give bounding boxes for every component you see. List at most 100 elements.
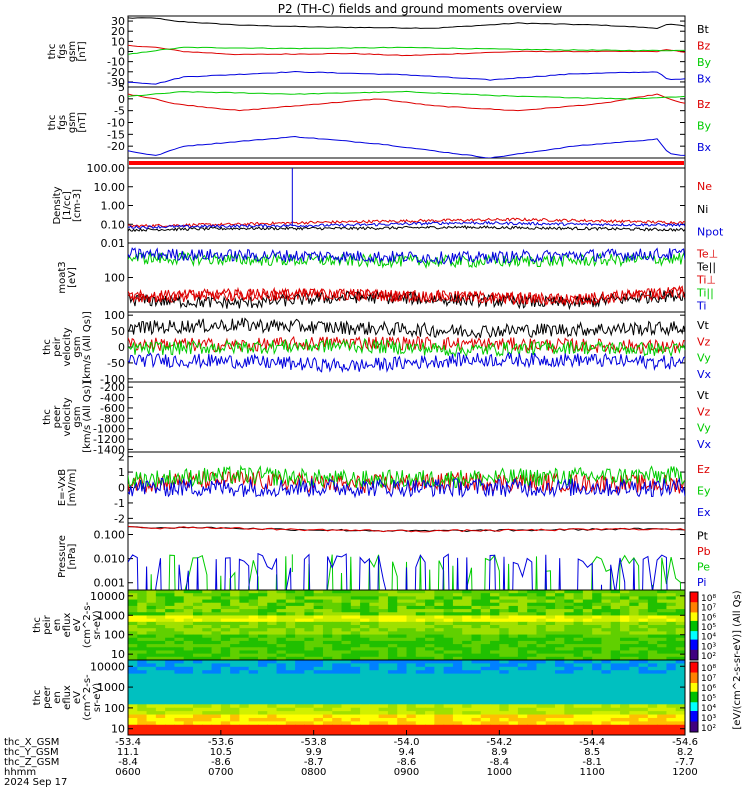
- spectrogram-cell: [387, 660, 398, 664]
- spectrogram-cell: [406, 680, 417, 685]
- spectrogram-cell: [322, 700, 333, 705]
- spectrogram-cell: [564, 593, 575, 597]
- spectrogram-cell: [620, 660, 630, 664]
- spectrogram-cell: [471, 590, 482, 594]
- spectrogram-cell: [434, 707, 445, 712]
- spectrogram-cell: [592, 628, 602, 632]
- spectrogram-cell: [220, 618, 231, 623]
- spectrogram-cell: [415, 596, 426, 601]
- spectrogram-cell: [369, 700, 380, 705]
- spectrogram-cell: [527, 666, 537, 671]
- spectrogram-cell: [443, 599, 454, 604]
- series-group: [128, 317, 685, 374]
- spectrogram-cell: [452, 731, 463, 736]
- spectrogram-cell: [415, 683, 426, 688]
- spectrogram-cell: [592, 683, 602, 688]
- spectrogram-cell: [582, 650, 593, 655]
- spectrogram-cell: [573, 625, 584, 629]
- xtick-value: 8.2: [677, 747, 693, 758]
- spectrogram-cell: [267, 647, 278, 651]
- colorbar-bottom: [689, 661, 699, 733]
- spectrogram-cell: [545, 637, 556, 642]
- ytick-label: 10: [111, 35, 125, 48]
- spectrogram-cell: [666, 650, 677, 655]
- spectrogram-cell: [610, 680, 621, 685]
- spectrogram-cell: [313, 707, 324, 712]
- spectrogram-cell: [146, 704, 157, 709]
- spectrogram-cell: [499, 644, 510, 648]
- spectrogram-cell: [582, 714, 593, 719]
- spectrogram-cell: [406, 593, 417, 597]
- spectrogram-cell: [239, 644, 250, 648]
- spectrogram-cell: [508, 605, 519, 610]
- spectrogram-cell: [471, 670, 482, 675]
- spectrogram-cell: [462, 628, 472, 632]
- spectrogram-cell: [666, 593, 677, 597]
- spectrogram-cell: [527, 637, 537, 642]
- spectrogram-cell: [220, 690, 231, 695]
- spectrogram-cell: [248, 605, 259, 610]
- spectrogram-cell: [452, 721, 463, 726]
- spectrogram-cell: [397, 621, 407, 626]
- spectrogram-cell: [592, 621, 602, 626]
- spectrogram-cell: [304, 631, 315, 636]
- spectrogram-cell: [564, 677, 575, 681]
- spectrogram-cell: [183, 683, 194, 688]
- spectrogram-cell: [341, 596, 352, 601]
- spectrogram-cell: [313, 609, 324, 613]
- spectrogram-cell: [610, 609, 621, 613]
- spectrogram-cell: [536, 599, 547, 604]
- spectrogram-cell: [406, 666, 417, 671]
- colorbar-cell: [690, 622, 698, 625]
- spectrogram-cell: [517, 660, 528, 664]
- spectrogram-cell: [295, 697, 305, 702]
- spectrogram-cell: [276, 621, 287, 626]
- spectrogram-cell: [211, 618, 222, 623]
- spectrogram-cell: [675, 605, 686, 610]
- spectrogram-cell: [369, 590, 380, 594]
- spectrogram-cell: [629, 704, 640, 709]
- spectrogram-cell: [592, 680, 602, 685]
- spectrogram-cell: [629, 680, 640, 685]
- spectrogram-cell: [378, 618, 389, 623]
- spectrogram-cell: [276, 728, 287, 733]
- spectrogram-cell: [657, 637, 667, 642]
- spectrogram-cell: [620, 724, 630, 729]
- spectrogram-cell: [230, 687, 240, 692]
- spectrogram-cell: [425, 602, 435, 607]
- spectrogram-cell: [267, 593, 278, 597]
- spectrogram-cell: [517, 628, 528, 632]
- spectrogram-cell: [425, 612, 435, 616]
- spectrogram-cell: [295, 625, 305, 629]
- spectrogram-cell: [536, 731, 547, 736]
- spectrogram-cell: [360, 717, 370, 722]
- spectrogram-cell: [638, 677, 649, 681]
- spectrogram-cell: [230, 721, 240, 726]
- spectrogram-cell: [647, 637, 658, 642]
- spectrogram-cell: [257, 653, 268, 658]
- spectrogram-cell: [137, 609, 148, 613]
- spectrogram-cell: [592, 609, 602, 613]
- spectrogram-cell: [471, 644, 482, 648]
- ytick-label: -800: [100, 412, 125, 425]
- spectrogram-cell: [425, 650, 435, 655]
- spectrogram-cell: [545, 660, 556, 664]
- ytick-label: 10000: [90, 660, 125, 673]
- spectrogram-cell: [443, 704, 454, 709]
- series-line-Bz: [128, 44, 685, 57]
- spectrogram-cell: [406, 694, 417, 698]
- spectrogram-cell: [620, 612, 630, 616]
- spectrogram-cell: [350, 621, 361, 626]
- spectrogram-cell: [564, 640, 575, 645]
- spectrogram-cell: [545, 640, 556, 645]
- ytick-label: 0: [118, 482, 125, 495]
- spectrogram-cell: [128, 717, 138, 722]
- spectrogram-cell: [128, 683, 138, 688]
- spectrogram-cell: [257, 650, 268, 655]
- spectrogram-cell: [146, 724, 157, 729]
- spectrogram-cell: [666, 717, 677, 722]
- ytick-label: 0: [118, 46, 125, 59]
- spectrogram-cell: [332, 609, 343, 613]
- spectrogram-cell: [545, 602, 556, 607]
- spectrogram-cell: [295, 599, 305, 604]
